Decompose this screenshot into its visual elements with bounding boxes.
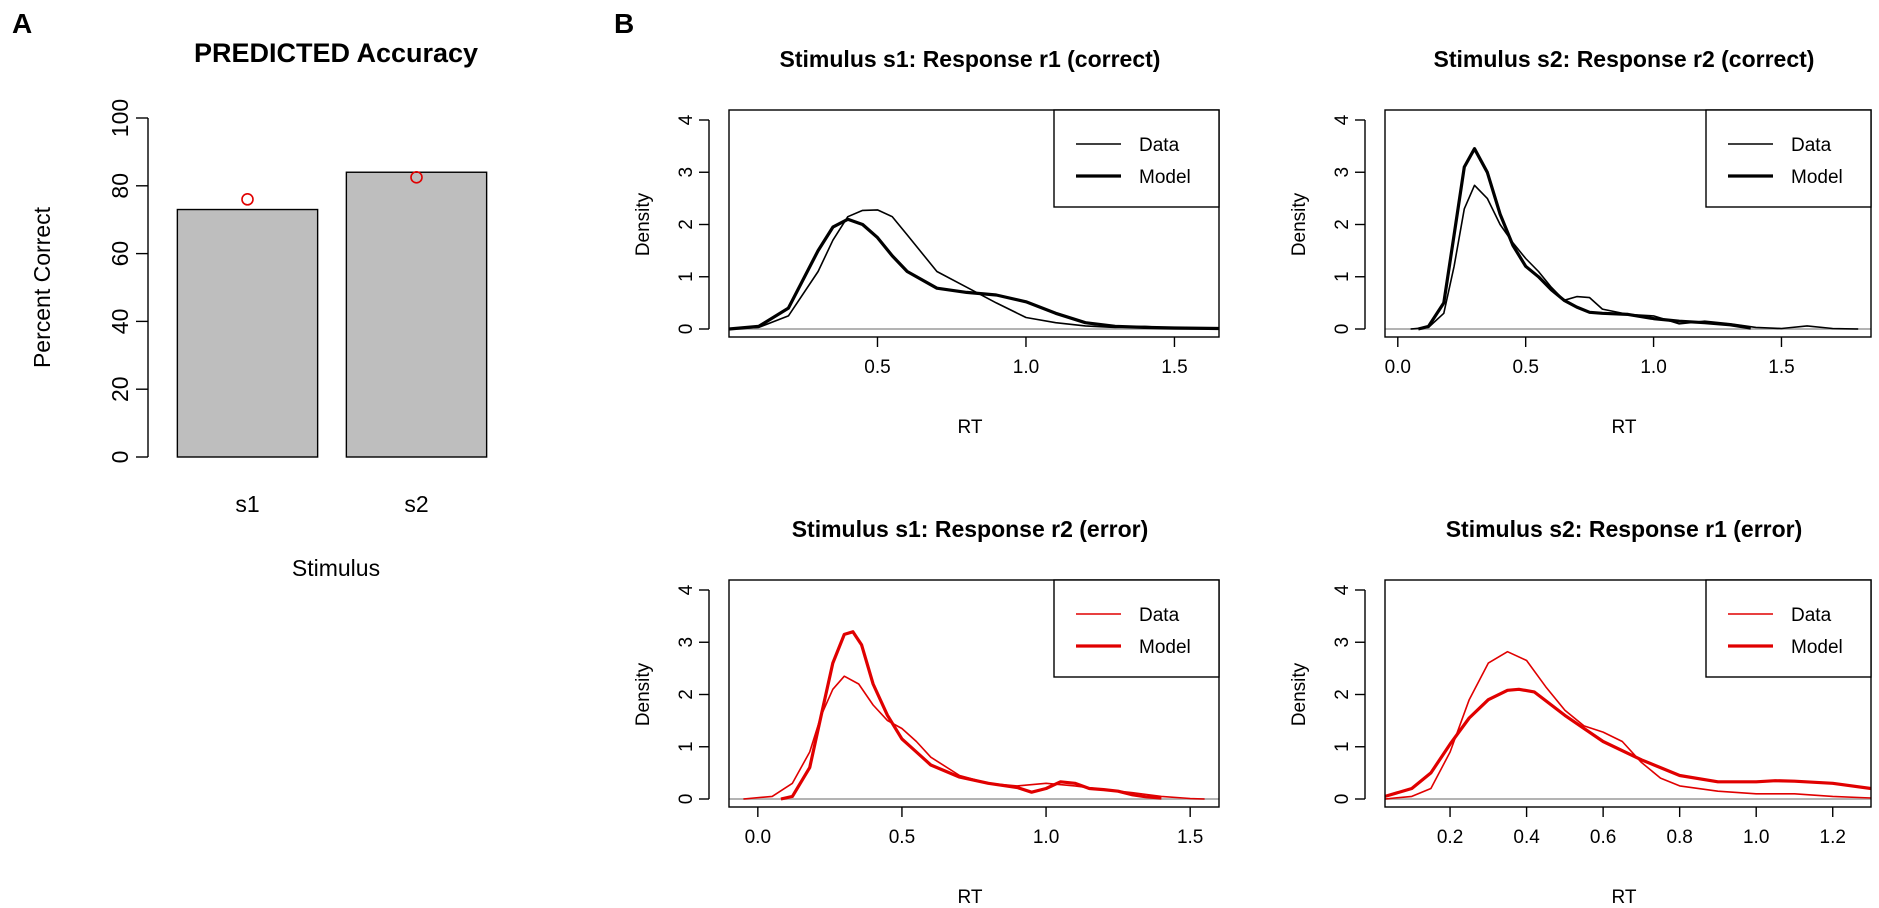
accuracy-chart: PREDICTED Accuracy 0 20 40 60 80 100 Percent Co… xyxy=(29,38,488,581)
plot-box xyxy=(1384,109,1872,338)
y-tick-label: 100 xyxy=(107,99,133,137)
x-tick-label: 1.0 xyxy=(1743,827,1769,848)
legend-label-data: Data xyxy=(1139,135,1180,156)
y-tick-label: 2 xyxy=(1332,219,1353,230)
legend-label-data: Data xyxy=(1791,605,1832,626)
y-tick-label: 40 xyxy=(107,309,133,335)
x-tick-label: 0.5 xyxy=(889,827,915,848)
y-tick-label: 4 xyxy=(676,584,697,595)
x-tick-label: s2 xyxy=(404,491,428,517)
chart-title: Stimulus s1: Response r2 (error) xyxy=(792,516,1149,542)
x-axis-label: Stimulus xyxy=(292,555,380,581)
legend-box xyxy=(1053,109,1220,208)
y-axis-label: Density xyxy=(1289,192,1310,256)
y-axis-label: Density xyxy=(633,662,654,726)
x-tick-label: 1.0 xyxy=(1640,357,1666,378)
y-tick-label: 3 xyxy=(1332,167,1353,178)
bar-s1 xyxy=(176,208,319,458)
legend-label-model: Model xyxy=(1791,167,1843,188)
y-tick-label: 20 xyxy=(107,376,133,402)
legend-label-data: Data xyxy=(1139,605,1180,626)
series-model-line xyxy=(729,217,1219,331)
y-tick-label: 3 xyxy=(1332,637,1353,648)
y-tick-label: 1 xyxy=(676,741,697,752)
chart-title: PREDICTED Accuracy xyxy=(194,38,478,68)
x-tick-label: 1.0 xyxy=(1013,357,1039,378)
predicted-point-s1 xyxy=(241,193,254,206)
x-axis-label: RT xyxy=(958,887,983,908)
y-tick-label: 0 xyxy=(1332,324,1353,335)
x-tick-label: 1.5 xyxy=(1161,357,1187,378)
x-tick-label: 0.2 xyxy=(1437,827,1463,848)
legend-box xyxy=(1705,109,1872,208)
y-tick-label: 3 xyxy=(676,167,697,178)
plot-box xyxy=(728,109,1220,338)
y-tick-label: 4 xyxy=(1332,114,1353,125)
legend-label-data: Data xyxy=(1791,135,1832,156)
x-axis-label: RT xyxy=(958,417,983,438)
chart-title: Stimulus s1: Response r1 (correct) xyxy=(780,46,1161,72)
series-data-line xyxy=(729,209,1219,330)
x-tick-label: 0.6 xyxy=(1590,827,1616,848)
y-tick-label: 0 xyxy=(676,324,697,335)
s1r1-chart: Stimulus s1: Response r1 (correct) 0 1 2 3 4 D… xyxy=(633,46,1220,438)
x-tick-label: 0.0 xyxy=(1385,357,1411,378)
y-tick-label: 2 xyxy=(1332,689,1353,700)
y-axis-label: Density xyxy=(633,192,654,256)
legend-box xyxy=(1053,579,1220,678)
y-tick-label: 4 xyxy=(676,114,697,125)
bar-s2 xyxy=(345,171,488,458)
plot-box xyxy=(728,579,1220,808)
panel-label-a: A xyxy=(12,8,33,39)
y-tick-label: 60 xyxy=(107,241,133,267)
series-data-line xyxy=(1410,184,1859,330)
legend-box xyxy=(1705,579,1872,678)
y-tick-label: 4 xyxy=(1332,584,1353,595)
x-tick-label: 0.0 xyxy=(745,827,771,848)
y-tick-label: 2 xyxy=(676,689,697,700)
s2r1-chart: Stimulus s2: Response r1 (error) 0 1 2 3 4 Den… xyxy=(1289,516,1872,908)
x-tick-label: 1.5 xyxy=(1177,827,1203,848)
series-model-line xyxy=(1385,687,1871,798)
y-tick-label: 0 xyxy=(107,451,133,464)
y-tick-label: 0 xyxy=(676,794,697,805)
y-tick-label: 1 xyxy=(676,271,697,282)
y-axis-label: Percent Correct xyxy=(29,206,55,368)
plot-box xyxy=(1384,579,1872,808)
legend-label-model: Model xyxy=(1139,167,1191,188)
y-tick-label: 0 xyxy=(1332,794,1353,805)
series-model-line xyxy=(1417,147,1752,331)
chart-title: Stimulus s2: Response r2 (correct) xyxy=(1434,46,1815,72)
legend-label-model: Model xyxy=(1791,637,1843,658)
y-tick-label: 80 xyxy=(107,173,133,199)
x-tick-label: 0.4 xyxy=(1513,827,1540,848)
s1r2-chart: Stimulus s1: Response r2 (error) 0 1 2 3 4 Den… xyxy=(633,516,1220,908)
legend-label-model: Model xyxy=(1139,637,1191,658)
y-tick-label: 1 xyxy=(1332,271,1353,282)
x-tick-label: 0.5 xyxy=(1512,357,1538,378)
x-tick-label: s1 xyxy=(235,491,259,517)
y-tick-label: 1 xyxy=(1332,741,1353,752)
series-model-line xyxy=(780,630,1162,801)
y-tick-label: 2 xyxy=(676,219,697,230)
x-axis-label: RT xyxy=(1612,887,1637,908)
x-tick-label: 0.5 xyxy=(864,357,890,378)
x-axis-label: RT xyxy=(1612,417,1637,438)
x-tick-label: 0.8 xyxy=(1666,827,1692,848)
panel-label-b: B xyxy=(614,8,635,39)
predicted-point-s2 xyxy=(410,171,423,184)
y-axis-label: Density xyxy=(1289,662,1310,726)
x-tick-label: 1.0 xyxy=(1033,827,1059,848)
y-tick-label: 3 xyxy=(676,637,697,648)
x-tick-label: 1.5 xyxy=(1768,357,1794,378)
x-tick-label: 1.2 xyxy=(1820,827,1846,848)
chart-title: Stimulus s2: Response r1 (error) xyxy=(1446,516,1803,542)
s2r2-chart: Stimulus s2: Response r2 (correct) 0 1 2 3 4 D… xyxy=(1289,46,1872,438)
